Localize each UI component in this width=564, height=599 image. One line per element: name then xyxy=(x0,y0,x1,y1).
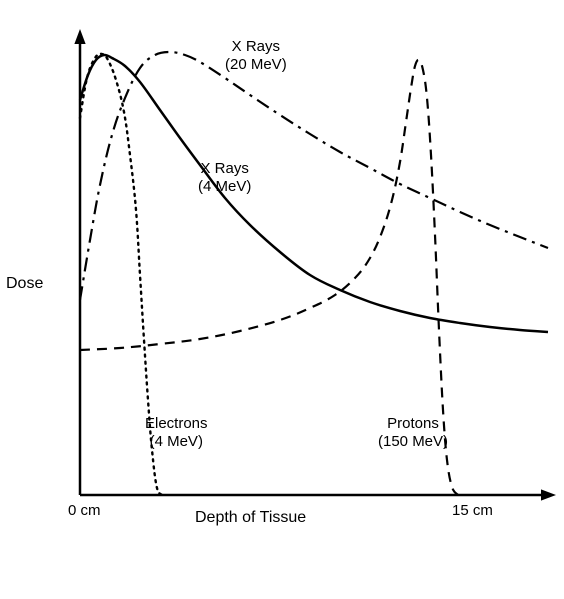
x-tick-start: 0 cm xyxy=(68,502,101,520)
label-xrays-20mev-line1: X Rays xyxy=(232,38,280,55)
curve-xrays-20mev xyxy=(80,52,548,300)
x-tick-end: 15 cm xyxy=(452,502,493,520)
label-protons: Protons (150 MeV) xyxy=(378,415,448,451)
label-xrays-4mev-line2: (4 MeV) xyxy=(198,178,251,195)
depth-dose-chart: Dose Depth of Tissue 0 cm 15 cm X Rays (… xyxy=(0,0,564,599)
label-protons-line2: (150 MeV) xyxy=(378,433,448,450)
label-xrays-20mev-line2: (20 MeV) xyxy=(225,56,287,73)
label-protons-line1: Protons xyxy=(387,415,439,432)
label-electrons: Electrons (4 MeV) xyxy=(145,415,208,451)
curve-xrays-4mev xyxy=(80,55,548,332)
y-axis-label: Dose xyxy=(6,274,43,293)
label-electrons-line1: Electrons xyxy=(145,415,208,432)
x-axis-label: Depth of Tissue xyxy=(195,508,306,527)
label-xrays-20mev: X Rays (20 MeV) xyxy=(225,38,287,74)
label-xrays-4mev-line1: X Rays xyxy=(200,160,248,177)
label-xrays-4mev: X Rays (4 MeV) xyxy=(198,160,251,196)
label-electrons-line2: (4 MeV) xyxy=(150,433,203,450)
